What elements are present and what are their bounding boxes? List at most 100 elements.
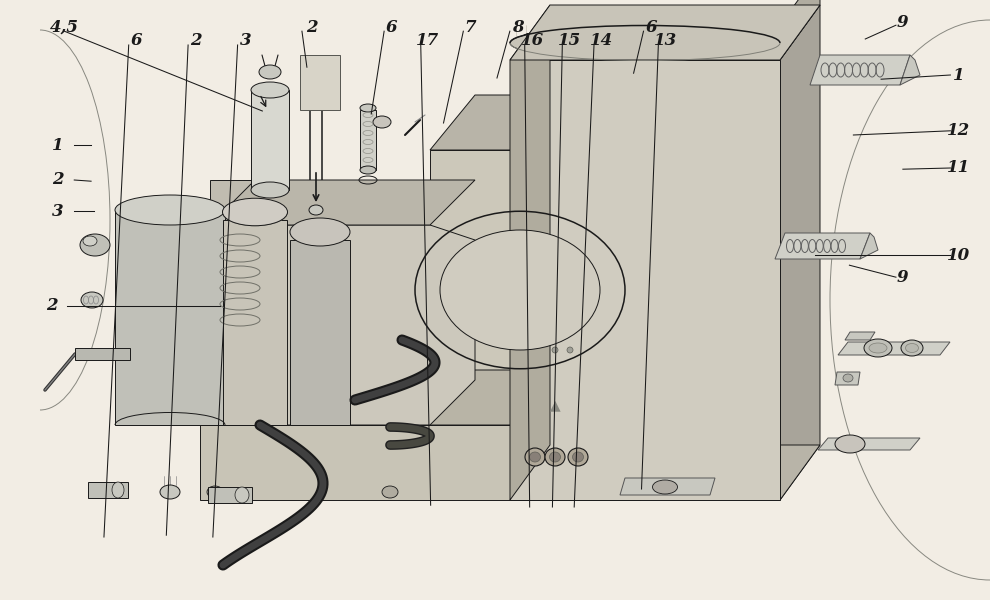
Polygon shape — [510, 5, 550, 500]
Text: 1: 1 — [51, 137, 63, 154]
Polygon shape — [900, 55, 920, 85]
Polygon shape — [590, 95, 635, 480]
Ellipse shape — [869, 343, 887, 353]
Polygon shape — [818, 438, 920, 450]
Polygon shape — [430, 95, 635, 150]
Polygon shape — [210, 180, 475, 225]
Polygon shape — [510, 445, 820, 500]
Ellipse shape — [80, 234, 110, 256]
Text: 10: 10 — [946, 247, 970, 263]
Ellipse shape — [567, 486, 583, 498]
Ellipse shape — [652, 480, 677, 494]
Ellipse shape — [251, 182, 289, 198]
Ellipse shape — [568, 448, 588, 466]
Ellipse shape — [572, 452, 583, 462]
Text: 16: 16 — [521, 32, 544, 49]
Text: 9: 9 — [897, 14, 909, 31]
Bar — [360, 110, 376, 170]
Polygon shape — [845, 332, 875, 340]
Ellipse shape — [567, 347, 573, 353]
Ellipse shape — [160, 485, 180, 499]
Bar — [251, 90, 289, 190]
Text: 3: 3 — [240, 32, 251, 49]
Polygon shape — [165, 225, 475, 425]
Text: 2: 2 — [46, 298, 57, 314]
Ellipse shape — [567, 303, 573, 309]
Ellipse shape — [290, 218, 350, 246]
Text: 3: 3 — [51, 203, 63, 220]
Ellipse shape — [112, 482, 124, 498]
Polygon shape — [810, 55, 910, 85]
Polygon shape — [430, 150, 590, 480]
Polygon shape — [223, 220, 287, 425]
Ellipse shape — [864, 339, 892, 357]
Ellipse shape — [115, 195, 225, 225]
Polygon shape — [290, 240, 350, 425]
Ellipse shape — [510, 25, 780, 61]
Polygon shape — [115, 210, 225, 425]
Ellipse shape — [440, 230, 600, 350]
Text: 12: 12 — [946, 122, 970, 139]
Polygon shape — [780, 0, 820, 60]
Polygon shape — [200, 425, 640, 500]
Polygon shape — [510, 60, 780, 500]
Ellipse shape — [207, 486, 223, 498]
Text: 15: 15 — [557, 32, 581, 49]
Text: 17: 17 — [416, 32, 440, 49]
Polygon shape — [860, 233, 878, 259]
Bar — [88, 482, 128, 498]
Ellipse shape — [567, 325, 573, 331]
Ellipse shape — [525, 448, 545, 466]
Polygon shape — [835, 372, 860, 385]
Text: 6: 6 — [385, 19, 397, 35]
Text: 2: 2 — [51, 172, 63, 188]
Text: 1: 1 — [952, 67, 964, 83]
Text: 14: 14 — [590, 32, 614, 49]
Polygon shape — [210, 180, 420, 425]
Polygon shape — [510, 5, 820, 60]
Ellipse shape — [545, 448, 565, 466]
Ellipse shape — [530, 452, 541, 462]
Text: 6: 6 — [131, 32, 143, 49]
Polygon shape — [200, 370, 690, 425]
Polygon shape — [300, 55, 340, 110]
Ellipse shape — [81, 292, 103, 308]
Ellipse shape — [373, 116, 391, 128]
Text: ▲: ▲ — [549, 398, 560, 412]
Bar — [208, 487, 252, 503]
Ellipse shape — [309, 205, 323, 215]
Ellipse shape — [552, 303, 558, 309]
Text: 6: 6 — [645, 19, 657, 35]
Text: 7: 7 — [464, 19, 476, 35]
Ellipse shape — [259, 65, 281, 79]
Ellipse shape — [612, 486, 628, 498]
Ellipse shape — [251, 82, 289, 98]
Text: 13: 13 — [653, 32, 677, 49]
Ellipse shape — [83, 236, 97, 246]
Bar — [75, 348, 130, 360]
Ellipse shape — [360, 104, 376, 112]
Ellipse shape — [567, 281, 573, 287]
Ellipse shape — [835, 435, 865, 453]
Polygon shape — [620, 478, 715, 495]
Text: 4,5: 4,5 — [50, 19, 79, 35]
Ellipse shape — [901, 340, 923, 356]
Ellipse shape — [552, 347, 558, 353]
Ellipse shape — [235, 487, 249, 503]
Text: 2: 2 — [190, 32, 202, 49]
Text: 11: 11 — [946, 160, 970, 176]
Text: 9: 9 — [897, 269, 909, 286]
Ellipse shape — [382, 486, 398, 498]
Polygon shape — [838, 342, 950, 355]
Ellipse shape — [552, 325, 558, 331]
Ellipse shape — [549, 452, 560, 462]
Ellipse shape — [223, 198, 287, 226]
Ellipse shape — [360, 166, 376, 174]
Polygon shape — [780, 5, 820, 500]
Polygon shape — [775, 233, 870, 259]
Ellipse shape — [552, 281, 558, 287]
Ellipse shape — [843, 374, 853, 382]
Text: 2: 2 — [306, 19, 318, 35]
Ellipse shape — [906, 343, 919, 352]
Text: 8: 8 — [512, 19, 524, 35]
